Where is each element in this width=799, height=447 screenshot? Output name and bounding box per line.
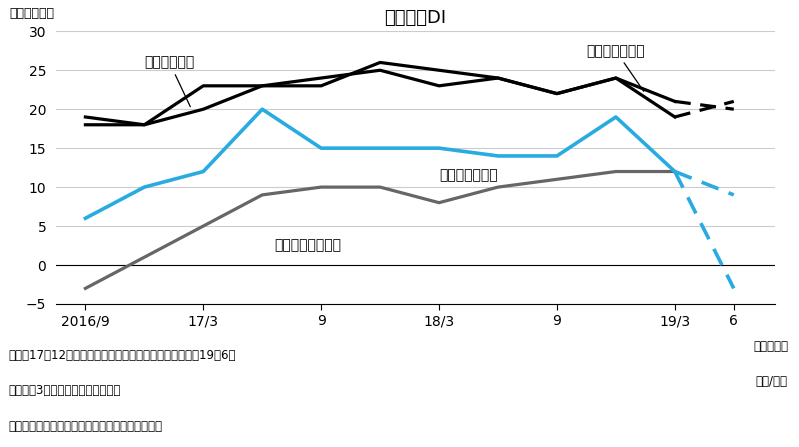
- Text: 大企業製造業: 大企業製造業: [145, 55, 195, 107]
- Text: （年/月）: （年/月）: [755, 375, 787, 388]
- Text: （注）17年12月調査以降は調査対象見直し後のベース、19年6月: （注）17年12月調査以降は調査対象見直し後のベース、19年6月: [8, 349, 236, 362]
- Text: （先行き）: （先行き）: [753, 340, 789, 353]
- Text: 大企業非製造業: 大企業非製造業: [586, 44, 645, 91]
- Text: （ポイント）: （ポイント）: [10, 8, 54, 21]
- Text: （出所）日本銀行「全国企業短期経済観測調査」: （出所）日本銀行「全国企業短期経済観測調査」: [8, 420, 162, 433]
- Text: 中小企業非製造業: 中小企業非製造業: [274, 239, 341, 253]
- Text: 中小企業製造業: 中小企業製造業: [439, 169, 498, 182]
- Text: の値は3月調査での先行き見通し: の値は3月調査での先行き見通し: [8, 384, 121, 397]
- Title: 業況判断DI: 業況判断DI: [384, 9, 447, 27]
